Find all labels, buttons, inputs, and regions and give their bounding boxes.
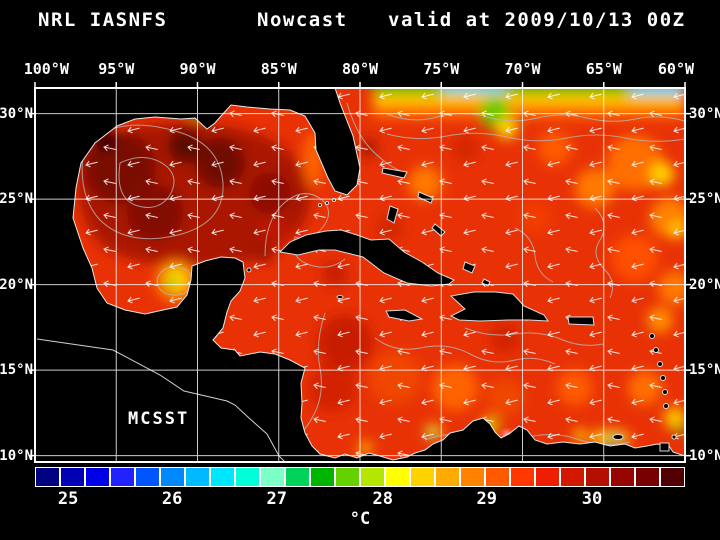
lat-axis-left: 30°N 25°N 20°N 15°N 10°N	[0, 88, 33, 464]
island-jamaica	[385, 309, 424, 322]
colorbar-tick-label: 25	[57, 489, 79, 509]
title-valid-time: valid at 2009/10/13 00Z	[388, 9, 686, 31]
colorbar-segment	[135, 467, 160, 487]
island-cozumel	[246, 267, 252, 273]
lon-label: 90°W	[179, 60, 216, 78]
island-keys	[325, 201, 329, 205]
island-antilles	[662, 389, 668, 395]
lat-label: 10°N	[0, 447, 33, 464]
island-trinidad	[659, 442, 670, 452]
island-antilles	[660, 375, 666, 381]
lon-label: 85°W	[260, 60, 297, 78]
island-antilles	[663, 403, 669, 409]
lon-label: 95°W	[98, 60, 135, 78]
colorbar-segment	[610, 467, 635, 487]
colorbar-segment	[485, 467, 510, 487]
colorbar-segment	[535, 467, 560, 487]
colorbar-segment	[585, 467, 610, 487]
colorbar-tick-label: 26	[161, 489, 183, 509]
colorbar-segment	[260, 467, 285, 487]
map-canvas: MCSST	[29, 82, 691, 463]
colorbar-segment	[210, 467, 235, 487]
colorbar-tick-label: 30	[581, 489, 603, 509]
colorbar-tick-label: 27	[266, 489, 288, 509]
colorbar-segment	[335, 467, 360, 487]
map-frame	[34, 87, 686, 463]
colorbar-unit: °C	[349, 509, 371, 529]
colorbar-segment	[60, 467, 85, 487]
colorbar-segment	[660, 467, 685, 487]
top-axis: 100°W 95°W 90°W 85°W 80°W 75°W 70°W 65°W 60°W	[24, 56, 694, 78]
colorbar-segment	[85, 467, 110, 487]
colorbar-segment	[185, 467, 210, 487]
colorbar-segment	[510, 467, 535, 487]
lat-label: 20°N	[0, 276, 33, 293]
lat-label: 25°N	[0, 191, 33, 208]
island-tobago	[671, 434, 677, 440]
colorbar-tick-label: 29	[476, 489, 497, 509]
island-cuba	[278, 229, 455, 287]
lat-label: 30°N	[0, 105, 33, 122]
colorbar-segment	[310, 467, 335, 487]
lon-label: 70°W	[504, 60, 541, 78]
lat-label: 15°N	[689, 361, 720, 378]
island-hispaniola	[449, 291, 549, 322]
island-antilles	[653, 347, 659, 353]
colorbar-segment	[35, 467, 60, 487]
colorbar-segment	[435, 467, 460, 487]
colorbar-segment	[110, 467, 135, 487]
colorbar-segment	[410, 467, 435, 487]
title-run-type: Nowcast	[257, 9, 348, 31]
colorbar-segment	[460, 467, 485, 487]
island-cayman	[336, 295, 344, 299]
colorbar-segment	[635, 467, 660, 487]
mcsst-label: MCSST	[128, 409, 189, 429]
lon-label: 65°W	[585, 60, 622, 78]
islands	[246, 167, 677, 452]
grid-lines	[35, 88, 685, 462]
colorbar-segment	[385, 467, 410, 487]
title-product: NRL IASNFS	[38, 9, 168, 31]
island-antilles	[649, 333, 655, 339]
colorbar-tick-label: 28	[372, 489, 393, 509]
lat-label: 10°N	[689, 447, 720, 464]
colorbar-labels: 25 26 27 28 29 30	[35, 489, 685, 509]
colorbar-segment	[285, 467, 310, 487]
lat-label: 30°N	[689, 105, 720, 122]
lat-axis-right: 30°N 25°N 20°N 15°N 10°N	[689, 88, 720, 464]
lat-label: 15°N	[0, 361, 33, 378]
island-margarita	[612, 434, 624, 440]
island-antilles	[657, 361, 663, 367]
lat-label: 25°N	[689, 191, 720, 208]
lon-label: 60°W	[657, 60, 695, 78]
lon-label: 75°W	[423, 60, 460, 78]
colorbar-segment	[160, 467, 185, 487]
island-puerto-rico	[567, 316, 595, 326]
pacific-coastline	[36, 338, 286, 462]
colorbar-segment	[360, 467, 385, 487]
lon-label: 80°W	[341, 60, 379, 78]
lon-label: 100°W	[23, 60, 69, 78]
island-keys	[318, 203, 322, 207]
colorbar-segment	[560, 467, 585, 487]
colorbar	[35, 467, 685, 487]
lat-label: 20°N	[689, 276, 720, 293]
colorbar-segment	[235, 467, 260, 487]
